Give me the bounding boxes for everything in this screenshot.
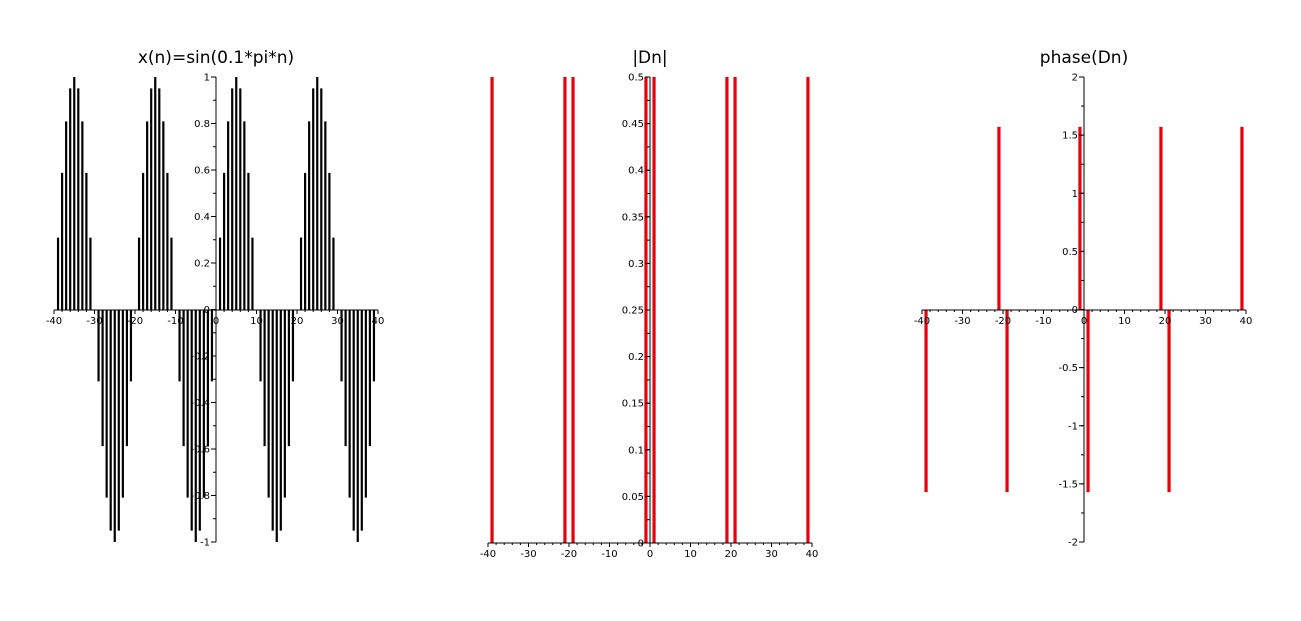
x-tick-label: 10 (1118, 316, 1131, 327)
x-tick-label: 0 (1081, 316, 1087, 327)
y-tick-label: 0.5 (628, 73, 644, 84)
x-tick-label: 10 (684, 549, 697, 560)
x-tick-label: 40 (1240, 316, 1253, 327)
y-tick-label: 0.1 (628, 445, 644, 456)
chart-phase-title: phase(Dn) (1040, 48, 1128, 68)
y-tick-label: 0.6 (194, 166, 210, 177)
x-tick-label: -10 (167, 316, 183, 327)
y-tick-label: -0.8 (190, 491, 210, 502)
y-tick-label: 0.25 (622, 306, 644, 317)
x-tick-label: -20 (127, 316, 143, 327)
x-tick-label: -10 (601, 549, 617, 560)
y-tick-label: 2 (1072, 73, 1078, 84)
y-tick-label: 0.15 (622, 399, 644, 410)
y-tick-label: 1.5 (1062, 131, 1078, 142)
y-tick-label: 0 (1072, 305, 1078, 316)
y-tick-label: 0 (638, 539, 644, 550)
x-tick-label: 30 (765, 549, 778, 560)
y-tick-label: 0.4 (194, 212, 210, 223)
y-tick-label: -1 (200, 538, 210, 549)
x-tick-label: -20 (995, 316, 1011, 327)
x-tick-label: 20 (725, 549, 738, 560)
x-tick-label: 40 (806, 549, 819, 560)
y-tick-label: 1 (204, 73, 210, 84)
y-tick-label: 0.45 (622, 119, 644, 130)
x-tick-label: -10 (1035, 316, 1051, 327)
x-tick-label: -20 (561, 549, 577, 560)
x-tick-label: -30 (520, 549, 536, 560)
x-tick-label: -30 (954, 316, 970, 327)
x-tick-label: 30 (331, 316, 344, 327)
y-tick-label: 1 (1072, 189, 1078, 200)
y-tick-label: -0.6 (190, 445, 210, 456)
y-tick-label: -0.4 (190, 398, 210, 409)
y-tick-label: -2 (1068, 538, 1078, 549)
y-tick-label: -0.2 (190, 352, 210, 363)
y-tick-label: 0.3 (628, 259, 644, 270)
y-tick-label: 0.35 (622, 212, 644, 223)
y-tick-label: 0.2 (628, 352, 644, 363)
y-tick-label: -1.5 (1058, 479, 1078, 490)
y-tick-label: -1 (1068, 421, 1078, 432)
y-tick-label: 0.05 (622, 492, 644, 503)
y-tick-label: -0.5 (1058, 363, 1078, 374)
x-tick-label: -40 (914, 316, 930, 327)
x-tick-label: -40 (480, 549, 496, 560)
x-tick-label: 20 (1159, 316, 1172, 327)
x-tick-label: -30 (86, 316, 102, 327)
y-tick-label: 0.2 (194, 259, 210, 270)
x-tick-label: 0 (647, 549, 653, 560)
x-tick-label: 30 (1199, 316, 1212, 327)
chart-magnitude-title: |Dn| (632, 48, 667, 68)
y-tick-label: 0.5 (1062, 247, 1078, 258)
y-tick-label: 0.4 (628, 166, 644, 177)
x-tick-label: -40 (46, 316, 62, 327)
x-tick-label: 20 (291, 316, 304, 327)
x-tick-label: 0 (213, 316, 219, 327)
x-tick-label: 40 (372, 316, 385, 327)
y-tick-label: 0.8 (194, 119, 210, 130)
x-tick-label: 10 (250, 316, 263, 327)
y-tick-label: 0 (204, 305, 210, 316)
chart-signal-title: x(n)=sin(0.1*pi*n) (138, 48, 294, 68)
